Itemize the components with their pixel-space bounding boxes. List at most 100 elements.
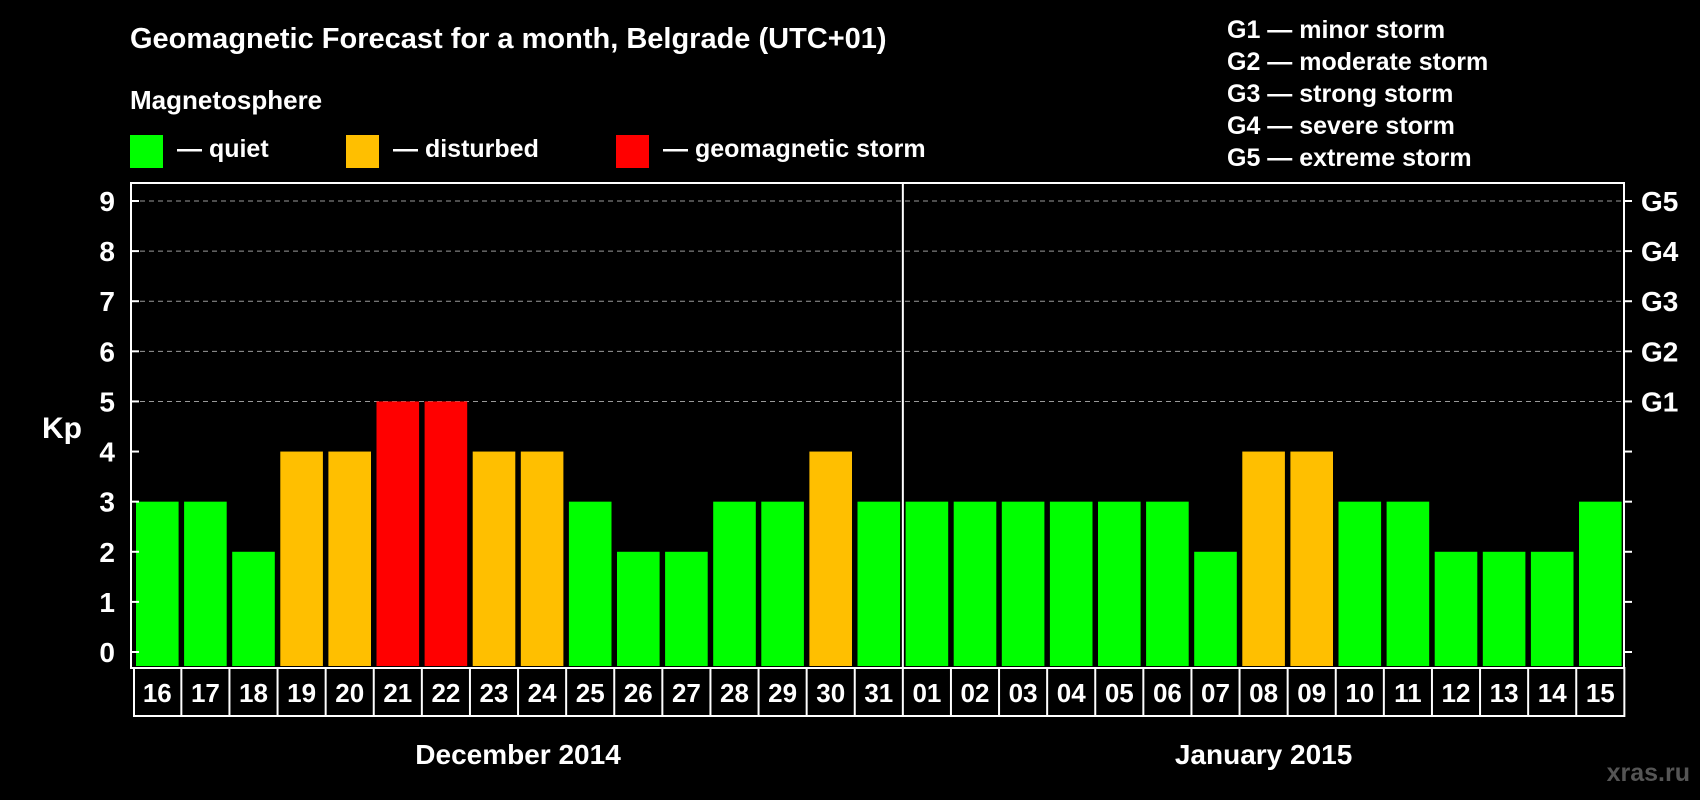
x-tick-label: 15 — [1586, 678, 1615, 708]
bar-day-31 — [857, 501, 901, 666]
y-tick-label: 3 — [99, 487, 115, 518]
x-tick-label: 27 — [672, 678, 701, 708]
y-tick-label: 8 — [99, 236, 115, 267]
x-tick-label: 23 — [480, 678, 509, 708]
bars — [136, 401, 1622, 666]
bar-day-27 — [665, 551, 708, 666]
x-axis-box — [133, 667, 1626, 717]
bar-day-01 — [905, 501, 949, 666]
bar-day-08 — [1242, 451, 1285, 666]
legend-label: — quiet — [177, 135, 269, 163]
legend-heading: Magnetosphere — [130, 85, 322, 115]
x-tick-label: 26 — [624, 678, 653, 708]
y-tick-label: 9 — [99, 186, 115, 217]
storm-level-label: G4 — [1641, 236, 1679, 267]
x-tick-label: 05 — [1105, 678, 1134, 708]
x-tick-label: 01 — [912, 678, 941, 708]
storm-scale-item: G3 — strong storm — [1227, 80, 1453, 108]
x-tick-label: 09 — [1297, 678, 1326, 708]
bar-day-11 — [1386, 501, 1430, 666]
bar-day-21 — [376, 401, 420, 666]
month-label: January 2015 — [1175, 739, 1352, 770]
bar-day-17 — [184, 501, 227, 666]
bar-day-06 — [1146, 501, 1189, 666]
x-tick-label: 07 — [1201, 678, 1230, 708]
bar-day-05 — [1098, 501, 1141, 666]
bar-day-25 — [568, 501, 612, 666]
x-tick-label: 17 — [191, 678, 220, 708]
bar-day-22 — [424, 401, 468, 666]
y-tick-label: 2 — [99, 537, 115, 568]
legend-swatch — [130, 135, 163, 168]
storm-scale-item: G4 — severe storm — [1227, 112, 1455, 140]
x-tick-label: 19 — [287, 678, 316, 708]
x-tick-label: 28 — [720, 678, 749, 708]
bar-day-09 — [1290, 451, 1333, 666]
bar-day-07 — [1194, 551, 1237, 666]
y-tick-label: 4 — [99, 437, 115, 468]
y-tick-label: 7 — [99, 286, 115, 317]
month-label: December 2014 — [415, 739, 621, 770]
x-tick-label: 16 — [143, 678, 172, 708]
storm-scale-item: G5 — extreme storm — [1227, 144, 1472, 172]
x-tick-label: 13 — [1490, 678, 1519, 708]
x-tick-label: 21 — [383, 678, 412, 708]
storm-scale-list: G1 — minor storm G2 — moderate storm G3 — … — [1227, 16, 1488, 172]
bar-day-26 — [617, 551, 660, 666]
bar-day-04 — [1049, 501, 1093, 666]
bar-day-30 — [809, 451, 852, 666]
x-tick-label: 25 — [576, 678, 605, 708]
storm-level-label: G1 — [1641, 386, 1678, 417]
x-tick-label: 11 — [1394, 678, 1422, 708]
x-tick-label: 03 — [1009, 678, 1038, 708]
bar-day-28 — [713, 501, 756, 666]
storm-scale-item: G2 — moderate storm — [1227, 48, 1488, 76]
storm-scale-item: G1 — minor storm — [1227, 16, 1445, 44]
bar-day-13 — [1482, 551, 1526, 666]
storm-level-label: G5 — [1641, 186, 1678, 217]
right-axis: G1 G2 G3 G4 G5 — [1624, 186, 1679, 653]
x-tick-label: 02 — [961, 678, 990, 708]
x-tick-label: 08 — [1249, 678, 1278, 708]
bar-day-10 — [1338, 501, 1382, 666]
x-tick-label: 14 — [1538, 678, 1567, 708]
bar-day-16 — [136, 501, 179, 666]
bar-day-20 — [328, 451, 371, 666]
y-tick-label: 5 — [99, 386, 115, 417]
legend-swatch — [346, 135, 379, 168]
bar-day-15 — [1579, 501, 1622, 666]
bar-day-23 — [472, 451, 516, 666]
y-tick-label: 0 — [99, 637, 115, 668]
bar-day-24 — [520, 451, 564, 666]
x-tick-label: 12 — [1442, 678, 1471, 708]
x-tick-label: 18 — [239, 678, 268, 708]
grid-lines — [131, 200, 1624, 402]
legend: — quiet — disturbed — geomagnetic storm — [130, 135, 926, 168]
month-labels: December 2014 January 2015 — [415, 739, 1352, 770]
bar-day-19 — [280, 451, 323, 666]
y-tick-label: 6 — [99, 336, 115, 367]
watermark: xras.ru — [1607, 759, 1690, 787]
x-tick-label: 29 — [768, 678, 797, 708]
legend-label: — geomagnetic storm — [663, 135, 926, 163]
x-tick-label: 31 — [864, 678, 893, 708]
x-tick-label: 10 — [1345, 678, 1374, 708]
x-tick-label: 20 — [335, 678, 364, 708]
y-tick-label: 1 — [99, 587, 115, 618]
bar-day-03 — [1001, 501, 1045, 666]
bar-day-12 — [1434, 551, 1478, 666]
storm-level-label: G3 — [1641, 286, 1678, 317]
storm-level-label: G2 — [1641, 336, 1678, 367]
x-tick-label: 30 — [816, 678, 845, 708]
x-tick-label: 06 — [1153, 678, 1182, 708]
bar-day-18 — [232, 551, 275, 666]
x-tick-label: 22 — [431, 678, 460, 708]
bar-day-14 — [1530, 551, 1574, 666]
legend-label: — disturbed — [393, 135, 539, 163]
bar-day-02 — [953, 501, 997, 666]
y-axis-label: Kp — [42, 412, 82, 445]
chart-title: Geomagnetic Forecast for a month, Belgra… — [130, 23, 887, 55]
legend-swatch — [616, 135, 649, 168]
x-axis: 16 17 18 19 20 21 22 23 24 25 26 27 28 29 30 31 01 02 03 04… — [133, 667, 1626, 717]
